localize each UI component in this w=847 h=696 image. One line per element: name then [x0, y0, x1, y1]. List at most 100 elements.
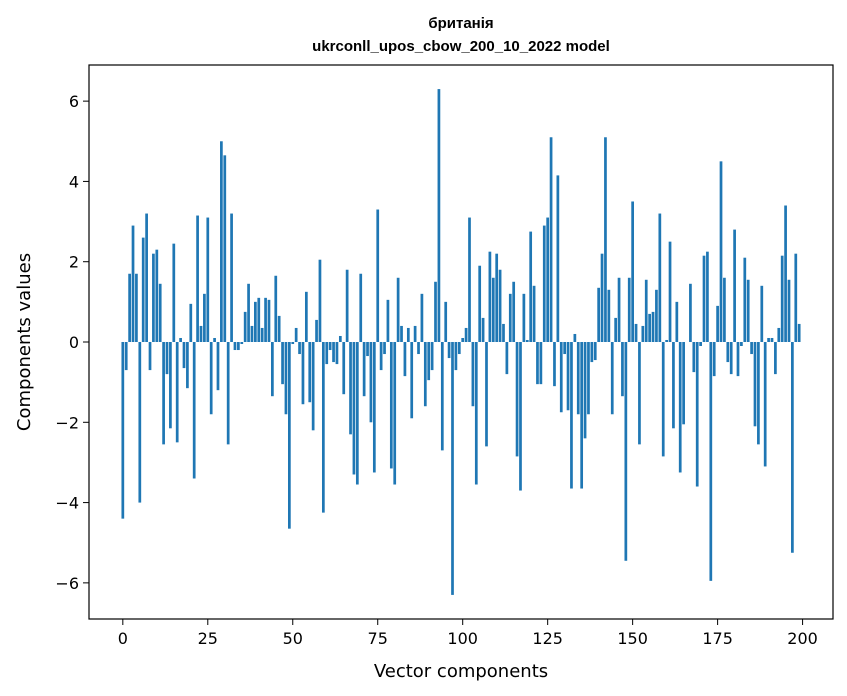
bar [658, 213, 662, 342]
bar [281, 342, 284, 385]
bar [175, 342, 179, 443]
bar [746, 279, 750, 342]
bar [638, 342, 641, 445]
bar [641, 325, 645, 342]
bar [325, 342, 329, 365]
bar [600, 253, 604, 342]
bar [529, 231, 533, 342]
bar [757, 342, 760, 445]
bar [464, 327, 468, 342]
bar [624, 342, 628, 561]
bar [767, 337, 770, 342]
bar [162, 342, 165, 445]
bar [437, 89, 441, 342]
bar [315, 319, 318, 342]
bar [383, 342, 386, 355]
bar [345, 269, 349, 342]
bar [723, 277, 726, 342]
bar [240, 342, 244, 345]
bar [294, 327, 298, 342]
bar [454, 342, 458, 371]
bar [444, 301, 448, 342]
chart-subtitle: ukrconll_upos_cbow_200_10_2022 model [312, 38, 610, 55]
y-axis-ticks: −6 −4 −2 0 2 4 6 [55, 92, 89, 593]
bar [556, 175, 560, 342]
bar [719, 161, 723, 342]
bar [138, 342, 142, 503]
x-tick-label: 100 [447, 629, 478, 648]
bar [784, 205, 787, 342]
bar [417, 342, 420, 355]
bar [498, 269, 502, 342]
bar [631, 201, 634, 342]
bar [260, 327, 264, 342]
bar [536, 342, 539, 385]
bar [502, 323, 505, 342]
bar [512, 281, 516, 342]
y-tick-label: −4 [55, 494, 79, 513]
y-axis-label: Components values [14, 253, 35, 431]
bar [121, 342, 125, 519]
bar [614, 317, 618, 342]
bar [702, 255, 706, 342]
bar [712, 342, 716, 377]
bar [277, 315, 281, 342]
bar [672, 342, 675, 429]
bar [271, 342, 274, 397]
bar [610, 342, 614, 415]
bar [447, 342, 451, 359]
x-tick-label: 50 [283, 629, 303, 648]
bar [621, 342, 624, 397]
bar [451, 342, 454, 595]
bar [369, 342, 373, 423]
bar [740, 342, 743, 347]
bar [169, 342, 172, 429]
bar [389, 342, 393, 469]
bar [542, 225, 546, 342]
bar [400, 325, 403, 342]
x-tick-label: 150 [617, 629, 648, 648]
bar [223, 155, 227, 342]
bar [318, 259, 322, 342]
x-tick-label: 175 [702, 629, 733, 648]
bar [733, 229, 736, 342]
bar [491, 277, 495, 342]
y-tick-label: 4 [69, 172, 79, 191]
x-tick-label: 125 [532, 629, 563, 648]
bar [288, 342, 291, 529]
bar [644, 279, 648, 342]
bar [230, 213, 233, 342]
bar [189, 303, 193, 342]
bar [131, 225, 135, 342]
bar [651, 311, 655, 342]
bar [328, 342, 332, 351]
bar [366, 342, 369, 357]
bar [753, 342, 757, 427]
bar [471, 342, 475, 407]
bar [675, 301, 679, 342]
bar [349, 342, 352, 435]
bar [420, 293, 424, 342]
bar [427, 342, 431, 381]
bar [726, 342, 730, 363]
bar [474, 342, 478, 485]
x-axis-ticks: 0 25 50 75 100 125 150 175 200 [118, 619, 818, 648]
bar [716, 305, 719, 342]
bar [461, 337, 465, 342]
bar [760, 285, 764, 342]
bar [179, 337, 182, 342]
bar [274, 275, 278, 342]
bar [124, 342, 128, 371]
bar [182, 342, 186, 369]
bar [590, 342, 594, 363]
bar [627, 277, 631, 342]
bar [495, 253, 499, 342]
bar [376, 209, 380, 342]
bar [321, 342, 325, 513]
bar [478, 265, 482, 342]
y-tick-label: 0 [69, 333, 79, 352]
x-tick-label: 0 [118, 629, 128, 648]
bar [165, 342, 169, 375]
bar [553, 342, 556, 387]
